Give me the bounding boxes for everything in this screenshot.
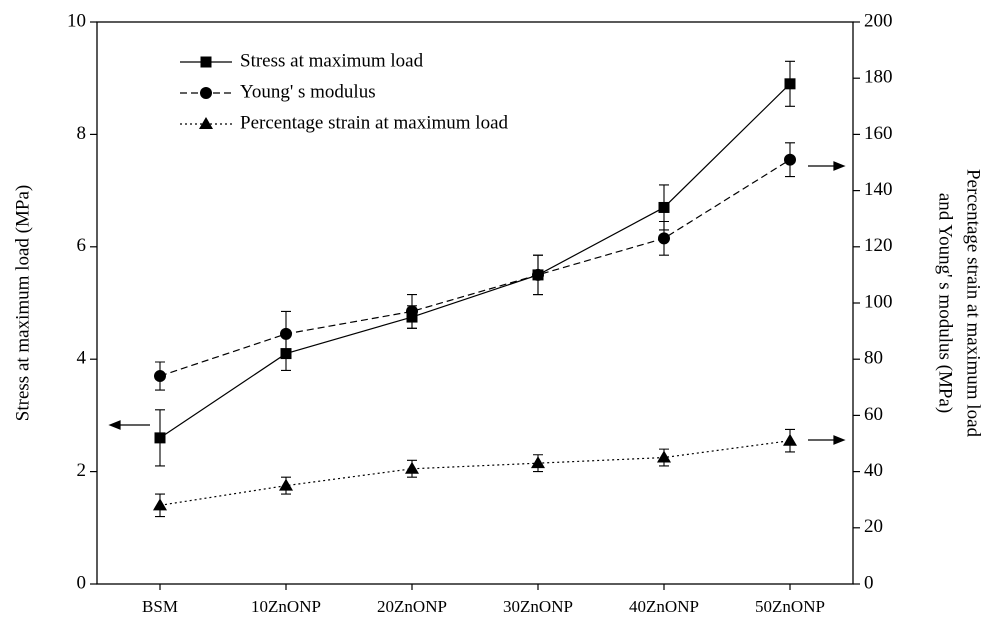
series-line (160, 441, 790, 506)
marker (405, 462, 419, 474)
axis-arrows (110, 162, 844, 444)
y2-tick-label: 20 (864, 516, 883, 537)
chart: Stress at maximum load (MPa) Percentage … (0, 0, 989, 623)
y-tick-label: 6 (77, 235, 87, 256)
legend-label: Stress at maximum load (240, 50, 424, 71)
y2-tick-label: 60 (864, 404, 883, 425)
x-tick-label: 30ZnONP (503, 597, 573, 616)
x-tick-label: 50ZnONP (755, 597, 825, 616)
legend-label: Percentage strain at maximum load (240, 112, 509, 133)
marker (783, 434, 797, 446)
marker (201, 57, 212, 68)
marker (532, 269, 544, 281)
y-tick-label: 10 (67, 10, 86, 31)
marker (154, 370, 166, 382)
y2-axis-label: and Young' s modulus (MPa) (935, 193, 956, 413)
plot-frame (97, 22, 853, 584)
y-tick-label: 2 (77, 460, 87, 481)
marker (784, 154, 796, 166)
y2-tick-label: 140 (864, 179, 893, 200)
y2-tick-label: 180 (864, 67, 893, 88)
marker (200, 87, 212, 99)
marker (659, 202, 670, 213)
x-tick-label: BSM (142, 597, 178, 616)
y2-tick-label: 80 (864, 348, 883, 369)
marker (406, 305, 418, 317)
y2-tick-label: 100 (864, 291, 893, 312)
y-tick-label: 0 (77, 572, 87, 593)
series-line (160, 84, 790, 438)
y2-axis-label: Percentage strain at maximum load (963, 169, 984, 438)
x-tick-label: 10ZnONP (251, 597, 321, 616)
marker (658, 232, 670, 244)
y-tick-label: 8 (77, 123, 87, 144)
x-tick-label: 20ZnONP (377, 597, 447, 616)
y2-tick-label: 200 (864, 10, 893, 31)
x-tick-label: 40ZnONP (629, 597, 699, 616)
y-axis-label: Stress at maximum load (MPa) (12, 185, 33, 421)
y2-tick-label: 40 (864, 460, 883, 481)
marker (153, 498, 167, 510)
marker (279, 479, 293, 491)
marker (199, 117, 213, 129)
y-tick-label: 4 (77, 348, 87, 369)
marker (155, 432, 166, 443)
marker (280, 328, 292, 340)
series-line (160, 160, 790, 376)
marker (531, 456, 545, 468)
y2-tick-label: 160 (864, 123, 893, 144)
marker (785, 78, 796, 89)
y2-tick-label: 120 (864, 235, 893, 256)
legend-label: Young' s modulus (240, 81, 376, 102)
y2-tick-label: 0 (864, 572, 874, 593)
